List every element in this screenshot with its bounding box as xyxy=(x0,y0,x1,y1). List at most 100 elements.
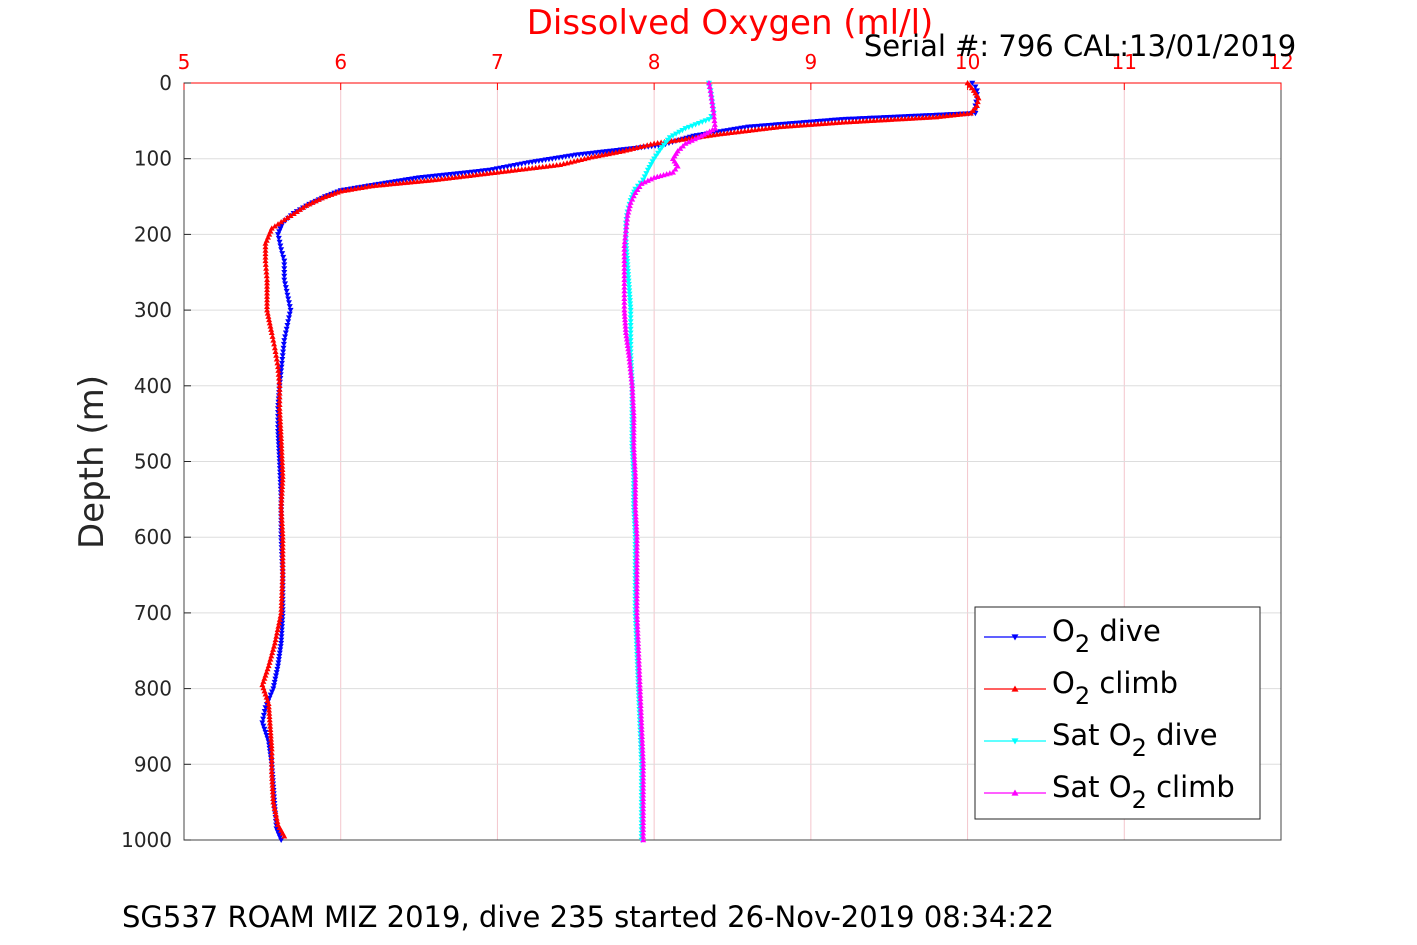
data-point xyxy=(279,353,286,359)
data-point xyxy=(638,713,645,719)
data-point xyxy=(564,160,571,166)
data-point xyxy=(634,186,641,192)
data-point xyxy=(629,392,636,399)
data-point xyxy=(312,198,319,204)
data-point xyxy=(272,636,279,643)
data-point xyxy=(636,671,643,678)
series-sat_climb xyxy=(621,80,719,843)
data-point xyxy=(629,389,636,395)
data-point xyxy=(260,678,267,684)
data-point xyxy=(276,401,283,407)
data-point xyxy=(306,201,313,207)
data-point xyxy=(266,320,273,326)
data-point xyxy=(635,644,642,650)
data-point xyxy=(286,304,293,310)
data-point xyxy=(269,789,276,795)
data-point xyxy=(369,182,376,189)
data-point xyxy=(261,688,268,694)
data-point xyxy=(588,154,595,160)
data-point xyxy=(273,812,280,818)
data-point xyxy=(637,695,644,702)
data-point xyxy=(619,148,626,154)
data-point xyxy=(283,326,290,333)
data-point xyxy=(627,330,634,336)
data-point xyxy=(280,341,287,348)
data-point xyxy=(676,129,683,136)
data-point xyxy=(279,463,286,469)
data-point xyxy=(630,429,637,436)
data-point xyxy=(264,697,271,703)
data-point xyxy=(625,346,632,352)
data-point xyxy=(274,666,281,673)
data-point xyxy=(640,788,647,795)
data-point xyxy=(624,216,631,222)
data-point xyxy=(638,726,645,733)
data-point xyxy=(626,206,633,212)
data-point xyxy=(633,585,640,592)
data-point xyxy=(633,561,640,567)
data-point xyxy=(636,682,643,688)
data-point xyxy=(623,336,630,342)
data-point xyxy=(623,220,630,226)
data-point xyxy=(633,524,640,530)
data-point xyxy=(625,278,632,284)
data-point xyxy=(630,416,637,422)
data-point xyxy=(328,191,335,197)
data-point xyxy=(276,412,283,418)
data-point xyxy=(627,338,634,344)
data-point xyxy=(270,643,277,649)
data-point xyxy=(325,192,332,199)
data-point xyxy=(625,275,632,281)
data-point xyxy=(711,121,718,127)
data-point xyxy=(277,644,284,650)
data-point xyxy=(278,500,285,506)
data-point xyxy=(278,439,285,445)
data-point xyxy=(269,333,276,339)
data-point xyxy=(638,709,645,715)
data-point xyxy=(267,733,274,739)
data-point xyxy=(673,131,680,137)
data-point xyxy=(265,700,272,706)
x-axis-ticks: 5 6 7 8 9 10 11 12 xyxy=(178,50,1294,90)
data-point xyxy=(632,477,639,483)
data-point xyxy=(260,723,267,729)
data-point xyxy=(629,382,636,389)
data-point xyxy=(259,681,266,688)
data-point xyxy=(315,196,322,202)
data-point xyxy=(262,250,269,257)
data-point xyxy=(276,397,283,404)
data-point xyxy=(640,792,647,798)
data-point xyxy=(626,202,633,209)
data-point xyxy=(267,692,274,698)
data-point xyxy=(627,307,634,314)
data-point xyxy=(640,143,647,149)
data-point xyxy=(261,709,268,715)
data-point xyxy=(279,459,286,466)
data-point xyxy=(640,816,647,822)
data-point xyxy=(636,675,643,681)
data-point xyxy=(348,186,355,192)
data-point xyxy=(269,775,276,781)
data-point xyxy=(634,613,641,619)
data-point xyxy=(287,307,294,314)
legend-marker xyxy=(1011,685,1019,692)
data-point xyxy=(633,544,640,550)
data-point xyxy=(685,139,692,145)
data-point xyxy=(279,456,286,462)
data-point xyxy=(648,162,655,168)
data-point xyxy=(278,627,285,633)
data-point xyxy=(278,218,285,225)
data-point xyxy=(285,319,292,325)
data-point xyxy=(267,656,274,662)
data-point xyxy=(286,311,293,317)
data-point xyxy=(277,425,284,431)
data-point xyxy=(711,117,718,124)
data-point xyxy=(622,326,629,332)
data-point xyxy=(269,649,276,656)
y-tick-label: 700 xyxy=(134,601,172,625)
data-point xyxy=(296,206,303,212)
data-point xyxy=(637,702,644,709)
x-tick-label: 8 xyxy=(648,50,661,74)
data-point xyxy=(269,792,276,798)
data-point xyxy=(303,202,310,208)
